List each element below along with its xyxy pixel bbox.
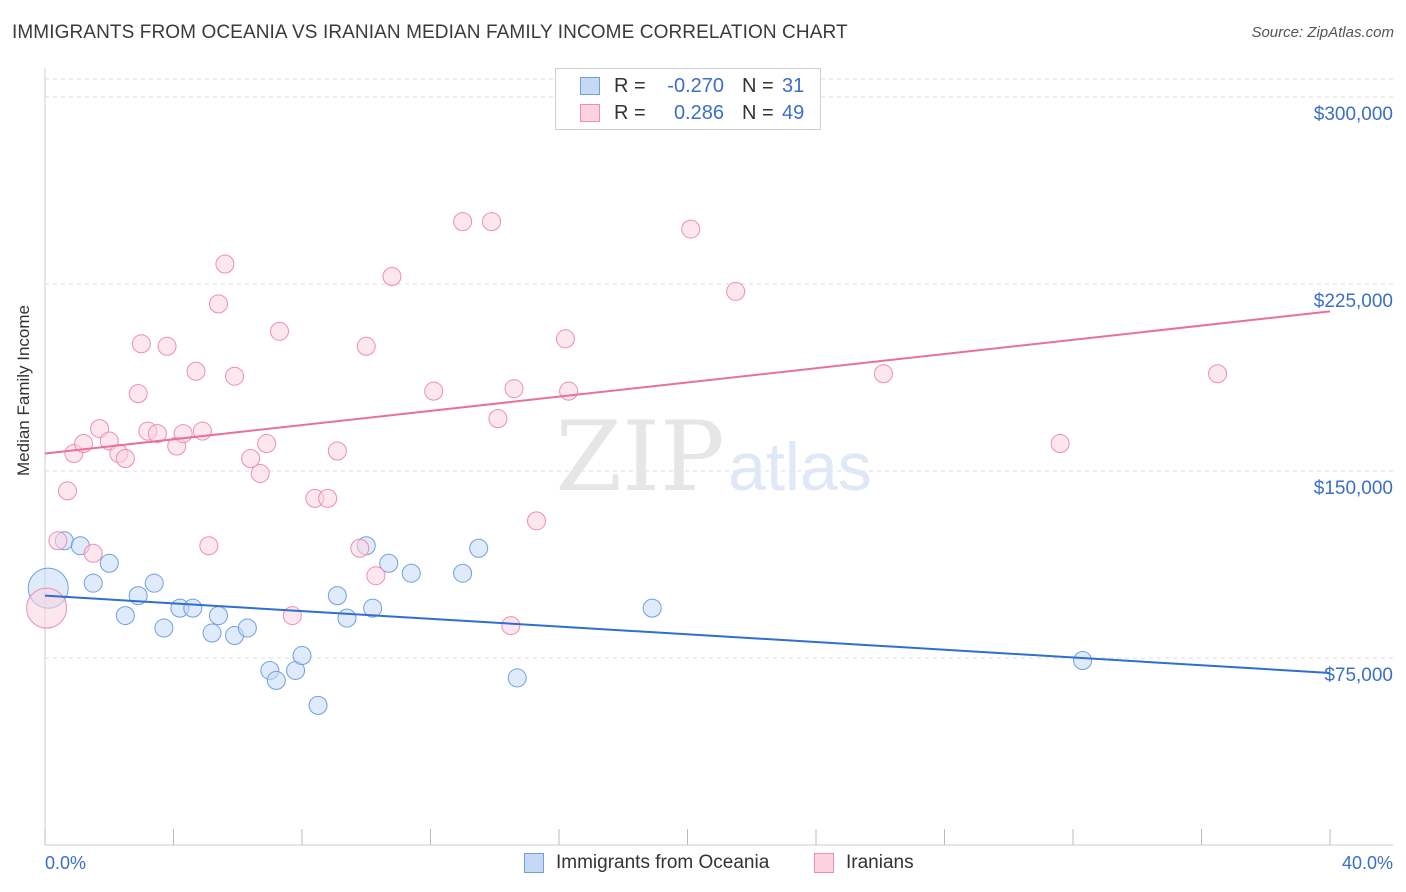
oceania-point (363, 598, 383, 618)
oceania-point (379, 553, 399, 573)
iranian-point (327, 441, 347, 461)
legend-row-oceania: R = -0.270 N = 31 (580, 73, 804, 99)
iranian-point (501, 616, 521, 636)
legend-label-oceania: Immigrants from Oceania (556, 852, 770, 873)
iranian-point (527, 511, 547, 531)
oceania-point (507, 668, 527, 688)
oceania-trend-line (44, 594, 1331, 674)
oceania-point (469, 538, 489, 558)
legend-label-iranians: Iranians (846, 852, 914, 873)
oceania-point (183, 598, 203, 618)
iranian-point (873, 364, 893, 384)
iranian-point (726, 281, 746, 301)
iranian-point (128, 384, 148, 404)
oceania-point (144, 573, 164, 593)
oceania-point (401, 563, 421, 583)
iranian-point (424, 381, 444, 401)
iranian-point (382, 266, 402, 286)
oceania-point (266, 670, 286, 690)
y-tick-label: $225,000 (1314, 291, 1393, 312)
y-tick-label: $300,000 (1314, 104, 1393, 125)
watermark-zip: ZIP (555, 401, 724, 513)
iranian-point (215, 254, 235, 274)
legend-item-iranians[interactable]: Iranians (814, 852, 914, 874)
iranian-point (1208, 364, 1228, 384)
oceania-point (642, 598, 662, 618)
x-tick-label-max: 40.0% (1342, 853, 1393, 873)
iranian-point (1050, 434, 1070, 454)
iranian-point (83, 543, 103, 563)
oceania-point (208, 606, 228, 626)
legend-n-label: N = (742, 101, 774, 124)
iranian-point (559, 381, 579, 401)
legend-n-value: 31 (782, 74, 805, 97)
legend-swatch-iranians (814, 853, 834, 873)
iranian-point (186, 361, 206, 381)
iranian-point (57, 481, 77, 501)
iranian-point (147, 424, 167, 444)
oceania-point (115, 606, 135, 626)
iranian-point (350, 538, 370, 558)
iranian-trend-line (44, 310, 1331, 455)
oceania-point (202, 623, 222, 643)
oceania-point (453, 563, 473, 583)
iranian-point (366, 566, 386, 586)
iranian-point (115, 449, 135, 468)
oceania-point (308, 695, 328, 715)
iranian-point (318, 488, 338, 508)
series-legend: Immigrants from Oceania Iranians (0, 852, 1406, 878)
oceania-point (237, 618, 257, 638)
correlation-legend: R = -0.270 N = 31 R = 0.286 N = 49 (555, 68, 821, 130)
oceania-point (154, 618, 174, 638)
iranian-point (208, 294, 228, 314)
iranian-point (26, 587, 68, 629)
oceania-point (83, 573, 103, 593)
iranian-point (488, 409, 508, 429)
legend-r-value: 0.286 (673, 101, 724, 124)
y-tick-label: $150,000 (1314, 478, 1393, 499)
iranian-point (356, 336, 376, 356)
legend-n-value: 49 (782, 101, 805, 124)
iranian-point (241, 449, 261, 468)
iranian-point (270, 321, 290, 341)
y-tick-label: $75,000 (1324, 665, 1393, 686)
iranian-point (504, 379, 524, 399)
iranian-point (250, 463, 270, 483)
iranian-point (131, 334, 151, 354)
iranian-point (199, 536, 219, 556)
legend-r-label: R = (614, 74, 646, 97)
legend-n-label: N = (742, 74, 774, 97)
iranian-point (225, 366, 245, 386)
iranian-point (681, 219, 701, 239)
oceania-point (337, 608, 357, 628)
oceania-point (1073, 650, 1093, 670)
iranian-point (453, 212, 473, 232)
x-tick-label-min: 0.0% (45, 853, 86, 873)
source-label: Source: ZipAtlas.com (1251, 24, 1394, 41)
iranian-point (555, 329, 575, 349)
legend-r-value: -0.270 (667, 74, 724, 97)
iranian-point (48, 531, 68, 551)
iranian-point (157, 336, 177, 356)
oceania-point (327, 586, 347, 606)
legend-swatch-iranians (580, 104, 600, 122)
watermark-atlas: atlas (728, 429, 872, 505)
legend-item-oceania[interactable]: Immigrants from Oceania (524, 852, 769, 874)
oceania-point (292, 645, 312, 665)
legend-swatch-oceania (524, 853, 544, 873)
iranian-point (482, 212, 502, 232)
oceania-point (99, 553, 119, 573)
legend-row-iranians: R = 0.286 N = 49 (580, 100, 804, 126)
legend-swatch-oceania (580, 77, 600, 95)
iranian-point (257, 434, 277, 454)
chart-title: IMMIGRANTS FROM OCEANIA VS IRANIAN MEDIA… (12, 22, 848, 43)
legend-r-label: R = (614, 101, 646, 124)
